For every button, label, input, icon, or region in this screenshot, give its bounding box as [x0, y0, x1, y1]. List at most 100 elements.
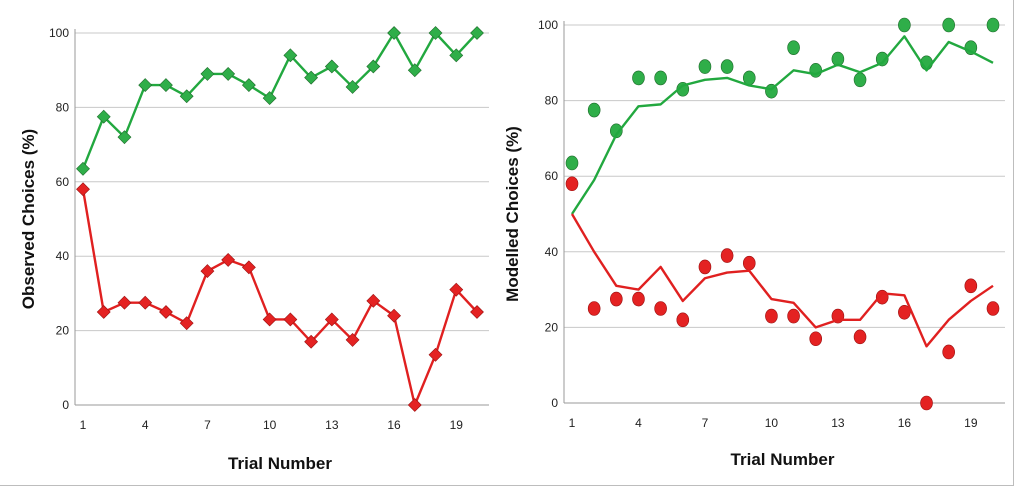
c1-x-tick-label-16: 16: [898, 416, 912, 430]
c1-series-red-point-19: [964, 278, 978, 294]
c1-series-red-point-16: [898, 304, 911, 320]
c1-series-red-point-8: [720, 248, 734, 263]
c0-y-axis-label: Observed Choices (%): [19, 129, 38, 309]
c0-series-red-point-17: [407, 398, 422, 412]
c1-series-red-point-7: [698, 259, 712, 275]
c0-series-green-point-17: [407, 63, 422, 78]
c1-series-green-point-3: [610, 123, 623, 139]
c0-y-tick-label-40: 40: [56, 249, 70, 263]
c1-series-red-point-1: [565, 176, 579, 192]
c1-x-tick-label-4: 4: [635, 416, 642, 430]
c1-series-red-point-5: [654, 301, 667, 316]
c0-series-red-line: [81, 189, 478, 407]
c1-x-tick-label-10: 10: [765, 416, 779, 430]
c1-series-red-point-14: [853, 329, 867, 345]
c0-x-tick-label-19: 19: [450, 418, 464, 432]
c1-series-green-point-18: [942, 17, 955, 33]
c1-y-tick-label-0: 0: [551, 396, 558, 410]
c0-series-green-point-12: [304, 70, 319, 85]
c0-series-green-point-10: [262, 91, 277, 106]
c0-series-red-point-20: [470, 305, 484, 319]
c1-series-green-point-16: [898, 17, 911, 33]
c0-series-red-point-5: [159, 305, 173, 319]
c1-series-red-line-3: [570, 213, 994, 348]
c1-y-tick-label-60: 60: [545, 169, 559, 183]
c1-y-axis-label: Modelled Choices (%): [503, 126, 522, 302]
c0-series-red-point-1: [76, 182, 90, 197]
c0-series-red-point-14: [345, 332, 360, 347]
c0-y-tick-label-60: 60: [56, 175, 70, 189]
c1-x-tick-label-13: 13: [831, 416, 845, 430]
c1-series-green-point-5: [654, 70, 667, 86]
c1-series-green-point-14: [853, 72, 867, 88]
c0-series-green-point-6: [179, 89, 194, 104]
c1-series-red-point-17: [920, 395, 933, 411]
c0-series-green-point-1: [76, 161, 90, 176]
c0-x-tick-label-1: 1: [80, 418, 87, 432]
chart-modelled-choices: 0 20 40 60 80 100 1 4 7 10 13 16 19 Trial Number Model…: [503, 17, 1005, 469]
c0-series-red-point-6: [179, 316, 194, 331]
c1-x-tick-label-1: 1: [569, 416, 576, 430]
c0-series-red-point-9: [241, 260, 256, 275]
c0-series-green-point-5: [159, 78, 173, 93]
c1-series-red-point-18: [942, 344, 955, 360]
c0-series-green-point-8: [221, 66, 236, 81]
c1-series-green-point-2: [587, 102, 601, 118]
c0-y-tick-label-100: 100: [49, 26, 69, 40]
c0-y-tick-label-20: 20: [56, 324, 70, 338]
c0-series-green-point-9: [241, 78, 256, 93]
c0-series-red-point-8: [221, 252, 236, 267]
c0-series-red-point-10: [262, 312, 277, 327]
c0-x-tick-label-13: 13: [325, 418, 339, 432]
c1-series-green-point-11: [787, 40, 800, 55]
c1-series-red-point-6: [676, 312, 690, 328]
c0-series-red-point-19: [449, 282, 464, 297]
c0-x-tick-label-4: 4: [142, 418, 149, 432]
c1-y-tick-label-40: 40: [545, 245, 559, 259]
c0-series-green-point-7: [200, 66, 215, 81]
c0-series-green-point-19: [449, 48, 464, 63]
c0-series-green-point-3: [117, 130, 132, 145]
c1-series-red-point-20: [986, 301, 1000, 316]
c0-series-red-point-16: [387, 308, 401, 323]
c0-series-green-point-4: [138, 78, 153, 93]
c0-series-red-point-15: [366, 293, 381, 308]
c0-series-red-point-18: [428, 347, 443, 362]
c0-x-tick-label-7: 7: [204, 418, 211, 432]
c0-y-tick-label-80: 80: [56, 100, 70, 114]
c1-series-green-point-13: [831, 51, 845, 67]
c0-x-tick-label-16: 16: [387, 418, 401, 432]
c1-series-green-point-1: [565, 155, 579, 171]
c0-series-green-point-13: [324, 59, 339, 74]
c0-x-axis-label: Trial Number: [228, 454, 332, 473]
c0-series-green-point-14: [345, 80, 360, 94]
c0-series-red-point-13: [324, 312, 339, 327]
c0-series-green-line: [81, 31, 478, 170]
c1-series-red-point-2: [587, 301, 601, 316]
c1-y-tick-label-20: 20: [545, 320, 559, 334]
c1-series-red-point-4: [632, 291, 645, 307]
chart-observed-choices: 0 20 40 60 80 100 1 4 7 10 13 16 19 Trial Number Obser…: [19, 26, 489, 473]
c1-x-tick-label-7: 7: [702, 416, 709, 430]
c1-series-green-point-4: [632, 70, 645, 86]
c1-series-red-point-9: [742, 255, 756, 271]
c0-series-red-point-7: [200, 264, 215, 279]
c0-series-green-point-18: [428, 26, 443, 40]
c1-series-red-point-3: [610, 291, 623, 307]
c0-series-green-point-20: [470, 26, 484, 40]
c0-series-green-point-11: [283, 48, 298, 63]
c1-series-red-point-12: [809, 331, 823, 347]
c1-y-tick-label-100: 100: [538, 18, 558, 32]
c1-series-green-point-15: [875, 51, 889, 67]
c1-series-green-point-7: [698, 59, 712, 74]
c0-series-red-point-11: [283, 312, 298, 327]
c0-series-green-point-15: [366, 59, 381, 74]
c1-y-tick-label-80: 80: [545, 94, 559, 108]
c1-series-green-line-1: [570, 35, 994, 215]
c0-x-tick-label-10: 10: [263, 418, 277, 432]
c1-series-green-point-20: [986, 17, 1000, 33]
c0-series-red-point-4: [138, 295, 153, 310]
c0-series-red-point-3: [117, 295, 132, 310]
c0-series-red-point-2: [96, 305, 111, 319]
